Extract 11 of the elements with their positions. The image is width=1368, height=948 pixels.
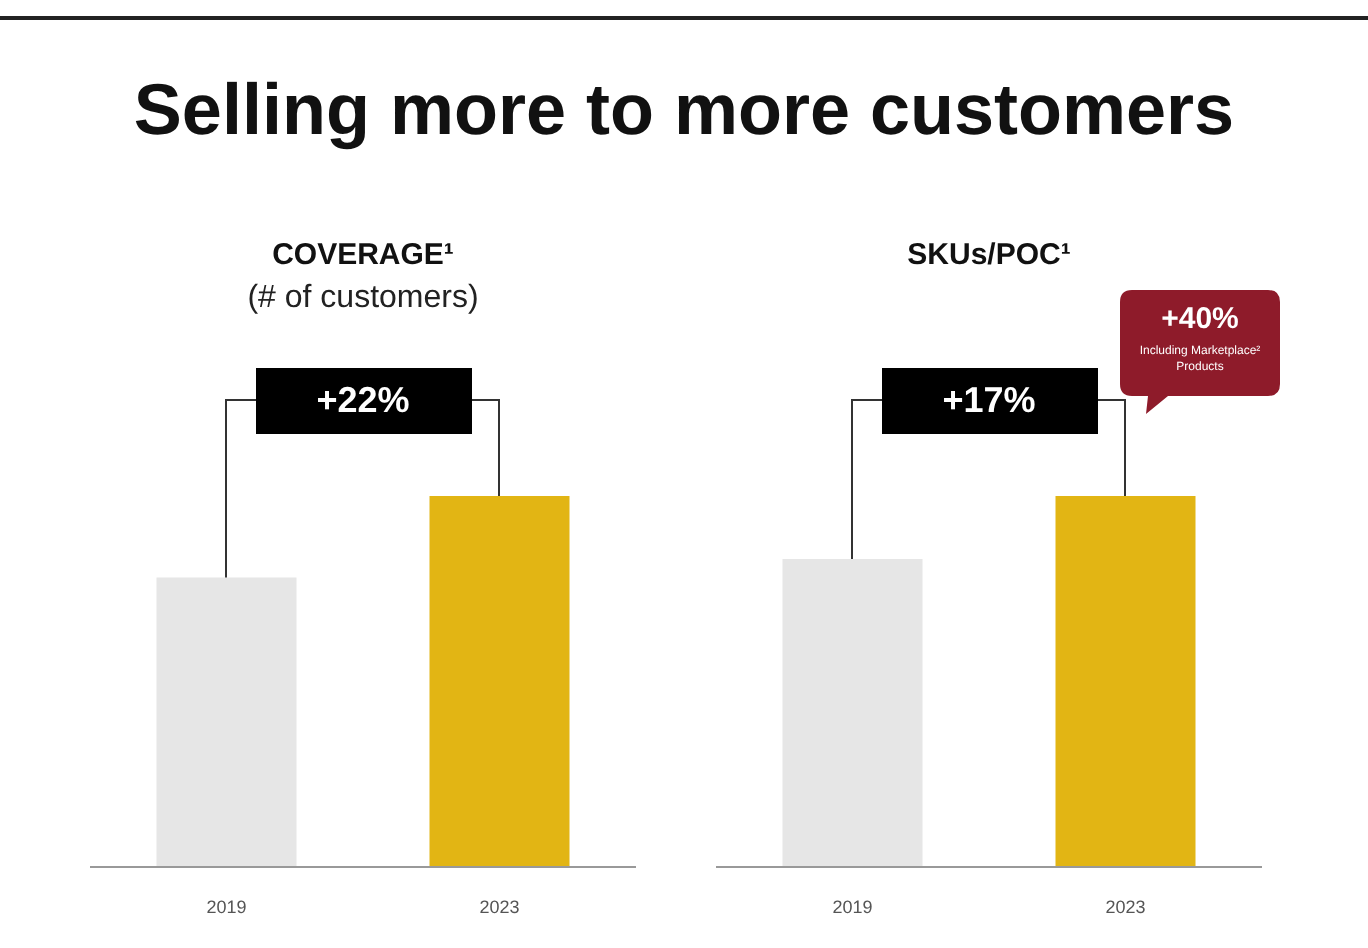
- x-tick-label: 2023: [1105, 897, 1146, 917]
- x-tick-label: 2019: [206, 897, 247, 917]
- chart-subtitle: (# of customers): [247, 281, 479, 315]
- x-tick-label: 2019: [832, 897, 873, 917]
- chart-title: COVERAGE¹: [272, 238, 454, 272]
- text: +40%: [1159, 302, 1241, 336]
- text: +17%: [881, 368, 1097, 434]
- text: Selling more to more customers: [131, 68, 1237, 152]
- x-tick-label: 2023: [479, 897, 520, 917]
- text: +22%: [255, 368, 471, 434]
- chart-title: SKUs/POC¹: [907, 238, 1071, 272]
